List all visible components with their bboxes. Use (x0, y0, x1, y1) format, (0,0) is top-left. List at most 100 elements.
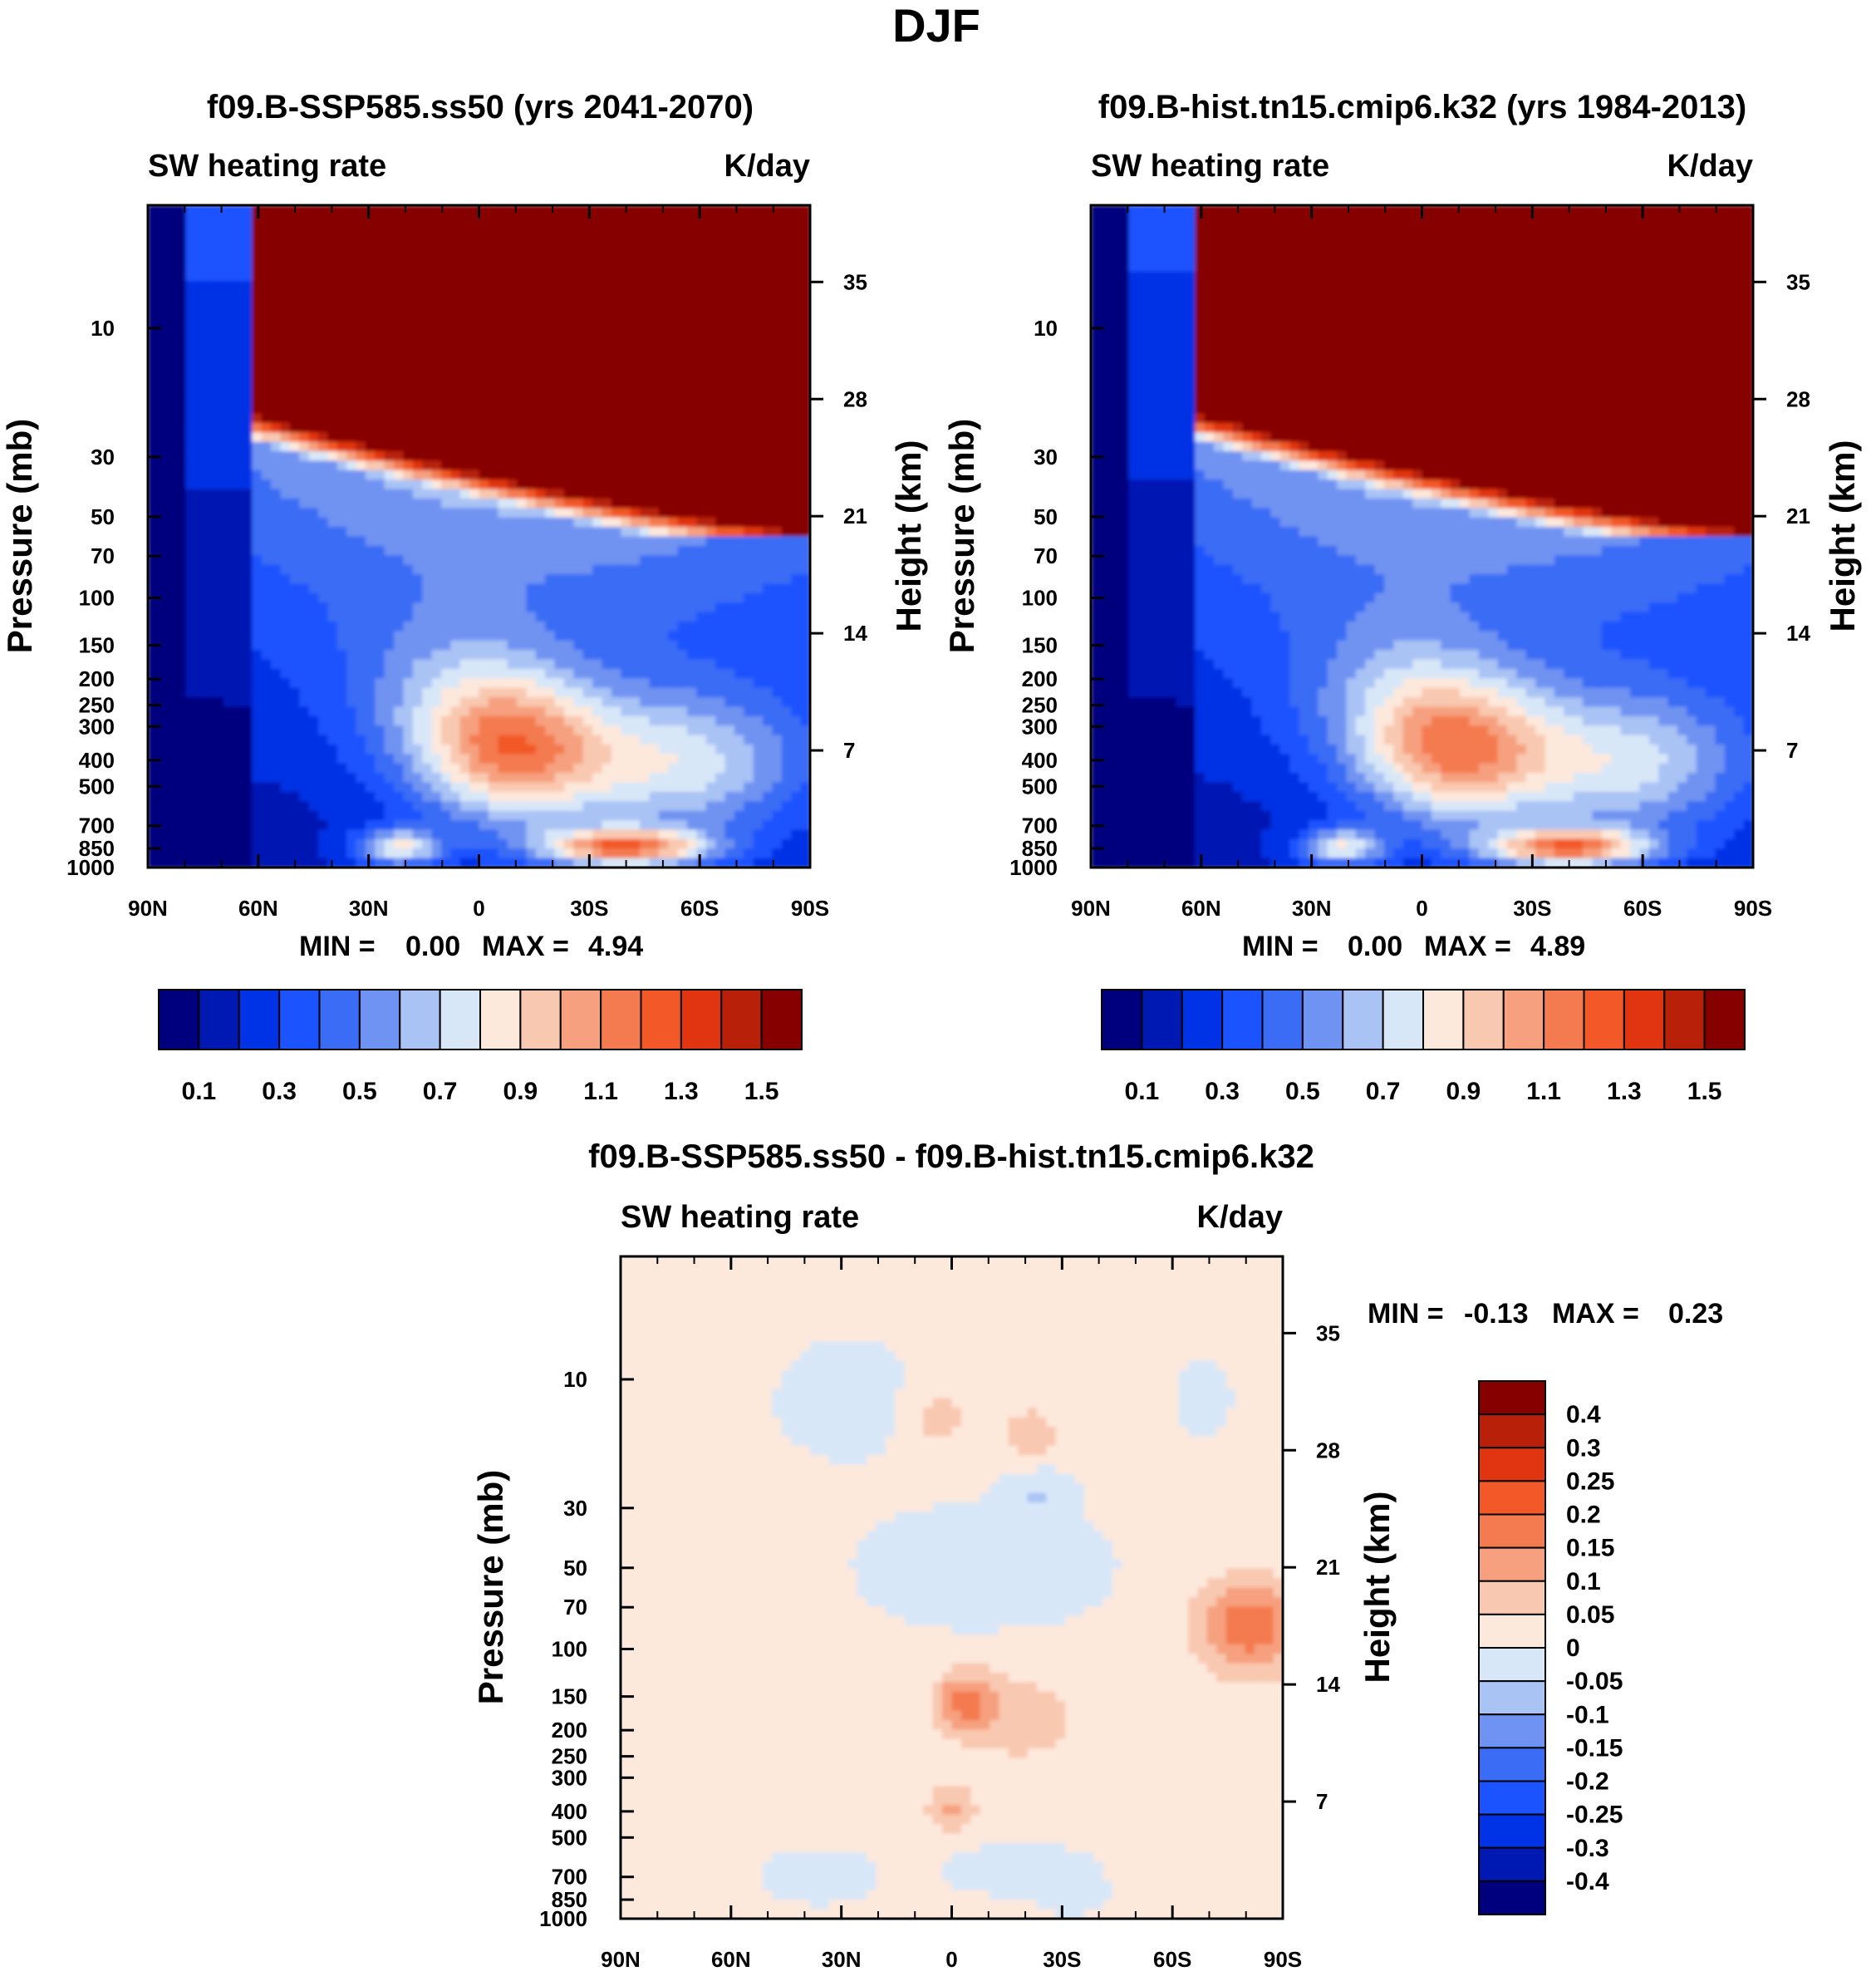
field-cell (289, 432, 300, 443)
field-cell (336, 858, 347, 868)
field-cell (753, 441, 764, 452)
field-cell (621, 612, 631, 622)
field-cell (563, 252, 575, 263)
field-cell (194, 498, 206, 509)
field-cell (554, 422, 565, 434)
field-cell (592, 763, 603, 774)
field-cell (573, 668, 584, 680)
max-value: 4.94 (588, 931, 643, 962)
field-cell (327, 555, 338, 566)
field-cell (563, 508, 575, 519)
field-cell (545, 413, 556, 424)
field-cell (459, 469, 470, 480)
field-cell (394, 602, 405, 613)
field-cell (194, 820, 206, 831)
field-cell (242, 347, 253, 357)
field-cell (668, 659, 679, 670)
field-cell (223, 791, 234, 803)
field-cell (734, 328, 745, 339)
field-cell (299, 432, 310, 443)
field-cell (791, 631, 802, 641)
field-cell (412, 356, 423, 367)
field-cell (573, 328, 584, 339)
field-cell (753, 451, 764, 462)
field-cell (148, 706, 159, 717)
field-cell (214, 725, 224, 736)
field-cell (261, 612, 272, 622)
field-cell (459, 290, 470, 301)
field-cell (705, 602, 716, 613)
field-cell (772, 801, 783, 812)
field-cell (252, 564, 263, 575)
field-cell (611, 564, 622, 575)
field-cell (450, 517, 461, 528)
field-cell (602, 715, 612, 727)
field-cell (176, 640, 187, 651)
field-cell (705, 773, 716, 784)
field-cell (658, 460, 670, 471)
field-cell (252, 233, 263, 244)
field-cell (166, 687, 177, 698)
field-cell (658, 309, 670, 320)
field-cell (412, 678, 423, 689)
field-cell (375, 621, 386, 632)
field-cell (611, 404, 622, 415)
field-cell (422, 801, 433, 812)
field-cell (271, 299, 282, 311)
field-cell (611, 479, 622, 490)
field-cell (148, 281, 159, 292)
field-cell (640, 621, 651, 632)
field-cell (214, 214, 224, 225)
field-cell (668, 262, 679, 273)
field-cell (308, 829, 319, 840)
field-cell (479, 309, 489, 320)
field-cell (233, 754, 243, 764)
field-cell (459, 375, 470, 386)
field-cell (535, 754, 546, 764)
field-cell (365, 460, 376, 471)
field-cell (431, 687, 442, 698)
field-cell (763, 394, 773, 405)
field-cell (308, 224, 319, 234)
field-cell (602, 763, 612, 774)
field-cell (592, 413, 603, 424)
field-cell (214, 583, 224, 594)
field-cell (734, 659, 745, 670)
field-cell (394, 460, 405, 471)
field-cell (422, 838, 433, 850)
field-cell (317, 205, 329, 216)
field-cell (242, 451, 253, 462)
field-cell (450, 281, 461, 292)
field-cell (233, 536, 243, 547)
field-cell (375, 299, 386, 311)
field-cell (261, 441, 272, 452)
field-cell (384, 422, 395, 434)
field-cell (800, 366, 810, 376)
field-cell (271, 650, 282, 661)
field-cell (365, 498, 376, 509)
field-cell (403, 810, 414, 821)
field-cell (763, 422, 773, 434)
field-cell (621, 385, 631, 396)
field-cell (791, 404, 802, 415)
field-cell (346, 233, 357, 244)
field-cell (488, 422, 499, 434)
field-cell (261, 848, 272, 859)
field-cell (592, 299, 603, 311)
field-cell (289, 262, 300, 273)
field-cell (346, 290, 357, 301)
field-cell (668, 460, 679, 471)
field-cell (781, 356, 793, 367)
field-cell (233, 479, 243, 490)
field-cell (223, 441, 234, 452)
field-cell (649, 469, 660, 480)
heatmap-field (148, 205, 810, 868)
field-cell (573, 205, 584, 216)
field-cell (753, 735, 764, 745)
field-cell (582, 328, 593, 339)
field-cell (592, 555, 603, 566)
y-tick-label: 100 (79, 585, 115, 610)
field-cell (459, 394, 470, 405)
field-cell (214, 810, 224, 821)
field-cell (686, 517, 698, 528)
